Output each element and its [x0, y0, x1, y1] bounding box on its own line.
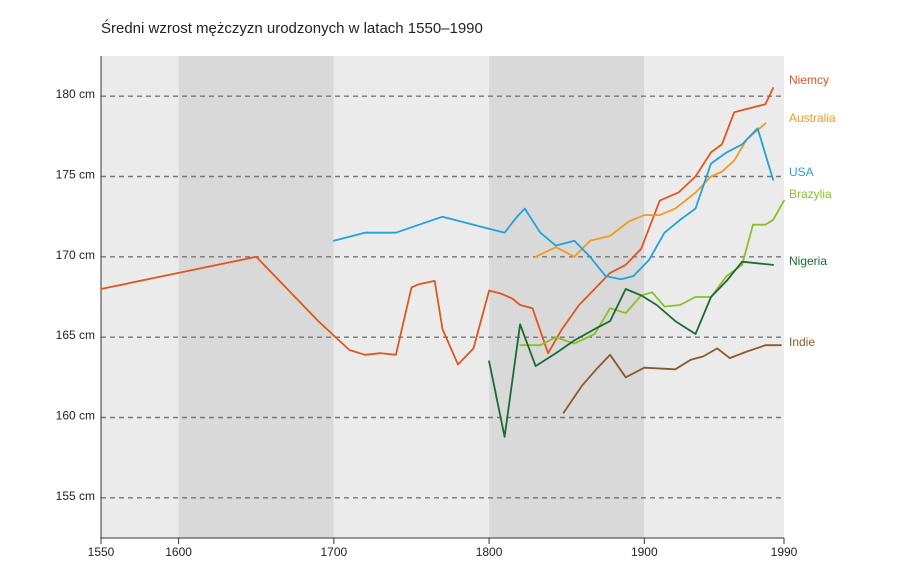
band-1550-1600: [101, 56, 179, 538]
series-label-niemcy: Niemcy: [789, 73, 829, 87]
y-tick-label-160: 160 cm: [56, 409, 95, 423]
x-tick-label-1900: 1900: [631, 545, 658, 559]
band-1900-1990: [644, 56, 784, 538]
band-1800-1900: [489, 56, 645, 538]
series-label-australia: Australia: [789, 111, 836, 125]
band-1600-1700: [178, 56, 334, 538]
series-line-usa: [332, 127, 774, 281]
series-line-indie: [562, 344, 782, 414]
y-tick-label-170: 170 cm: [56, 248, 95, 262]
series-labels: Niemcy Australia USA Brazylia Nigeria Indie: [789, 73, 836, 349]
series-lines: [100, 87, 785, 438]
x-tick-label-1600: 1600: [165, 545, 192, 559]
series-label-nigeria: Nigeria: [789, 254, 827, 268]
axes: 155 cm 160 cm 165 cm 170 cm 175 cm 180 cm 1550…: [56, 56, 798, 559]
series-line-australia: [534, 122, 767, 258]
band-1700-1800: [333, 56, 490, 538]
x-tick-label-1700: 1700: [320, 545, 347, 559]
y-tick-label-175: 175 cm: [56, 168, 95, 182]
x-tick-label-1550: 1550: [88, 545, 115, 559]
gridlines: [101, 95, 784, 499]
x-tick-label-1990: 1990: [771, 545, 798, 559]
y-tick-label-165: 165 cm: [56, 328, 95, 342]
series-label-brazylia: Brazylia: [789, 187, 832, 201]
series-label-usa: USA: [789, 165, 814, 179]
series-label-indie: Indie: [789, 335, 815, 349]
series-line-niemcy: [100, 87, 774, 366]
background-bands: [101, 56, 784, 538]
x-tick-label-1800: 1800: [476, 545, 503, 559]
y-tick-label-180: 180 cm: [56, 87, 95, 101]
y-tick-label-155: 155 cm: [56, 489, 95, 503]
series-line-nigeria: [488, 260, 774, 438]
series-line-brazylia: [519, 199, 785, 347]
chart-title: Średni wzrost mężczyzn urodzonych w lata…: [101, 20, 483, 37]
